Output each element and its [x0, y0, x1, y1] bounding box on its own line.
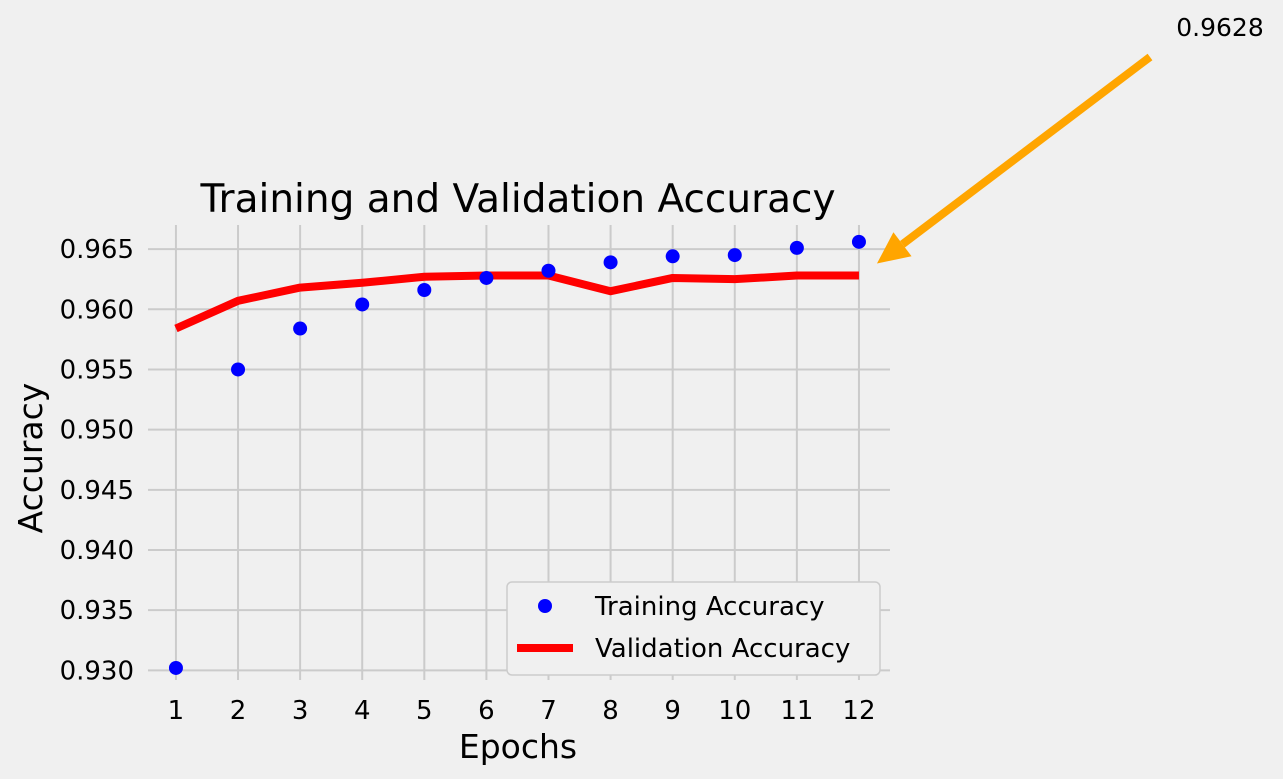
- x-tick-label: 11: [780, 696, 813, 726]
- x-tick-label: 12: [842, 696, 875, 726]
- chart-title: Training and Validation Accuracy: [199, 177, 835, 222]
- y-tick-label: 0.960: [60, 295, 134, 325]
- training-accuracy-point: [603, 255, 618, 270]
- y-tick-label: 0.930: [60, 656, 134, 686]
- y-tick-label: 0.945: [60, 476, 134, 506]
- y-tick-label: 0.950: [60, 416, 134, 446]
- legend-label-validation: Validation Accuracy: [595, 634, 850, 664]
- annotation: 0.9628: [876, 13, 1264, 264]
- legend-label-training: Training Accuracy: [594, 592, 825, 622]
- legend-marker-training: [538, 599, 552, 613]
- x-tick-label: 10: [718, 696, 751, 726]
- training-accuracy-point: [727, 248, 742, 263]
- y-tick-label: 0.935: [60, 596, 134, 626]
- annotation-arrow-head: [876, 232, 912, 264]
- x-tick-label: 7: [540, 696, 557, 726]
- training-accuracy-point: [168, 660, 183, 675]
- y-tick-label: 0.940: [60, 536, 134, 566]
- y-tick-label: 0.955: [60, 355, 134, 385]
- y-tick-label: 0.965: [60, 235, 134, 265]
- training-accuracy-point: [665, 249, 680, 264]
- y-axis-label: Accuracy: [11, 383, 50, 534]
- x-tick-label: 2: [230, 696, 247, 726]
- plot-series: [168, 234, 866, 675]
- training-accuracy-point: [355, 297, 370, 312]
- x-tick-label: 8: [602, 696, 619, 726]
- validation-accuracy-line: [174, 271, 859, 333]
- x-tick-label: 1: [168, 696, 185, 726]
- training-accuracy-point: [293, 321, 308, 336]
- x-tick-label: 6: [478, 696, 495, 726]
- training-accuracy-point: [479, 270, 494, 285]
- x-tick-label: 4: [354, 696, 371, 726]
- legend: Training Accuracy Validation Accuracy: [506, 581, 881, 676]
- legend-box: [506, 581, 881, 676]
- y-tick-labels: 0.930 0.935 0.940 0.945 0.950 0.955 0.960 0.965: [60, 235, 134, 686]
- training-accuracy-point: [789, 240, 804, 255]
- x-tick-label: 9: [664, 696, 681, 726]
- training-accuracy-point: [851, 234, 866, 249]
- x-tick-labels: 1 2 3 4 5 6 7 8 9 10 11 12: [168, 696, 876, 726]
- annotation-label: 0.9628: [1176, 13, 1263, 42]
- x-tick-label: 5: [416, 696, 433, 726]
- training-accuracy-point: [231, 362, 246, 377]
- x-tick-label: 3: [292, 696, 309, 726]
- x-axis-label: Epochs: [459, 727, 577, 766]
- training-accuracy-point: [417, 283, 432, 297]
- annotation-arrow-line: [900, 53, 1153, 248]
- training-accuracy-point: [541, 263, 556, 278]
